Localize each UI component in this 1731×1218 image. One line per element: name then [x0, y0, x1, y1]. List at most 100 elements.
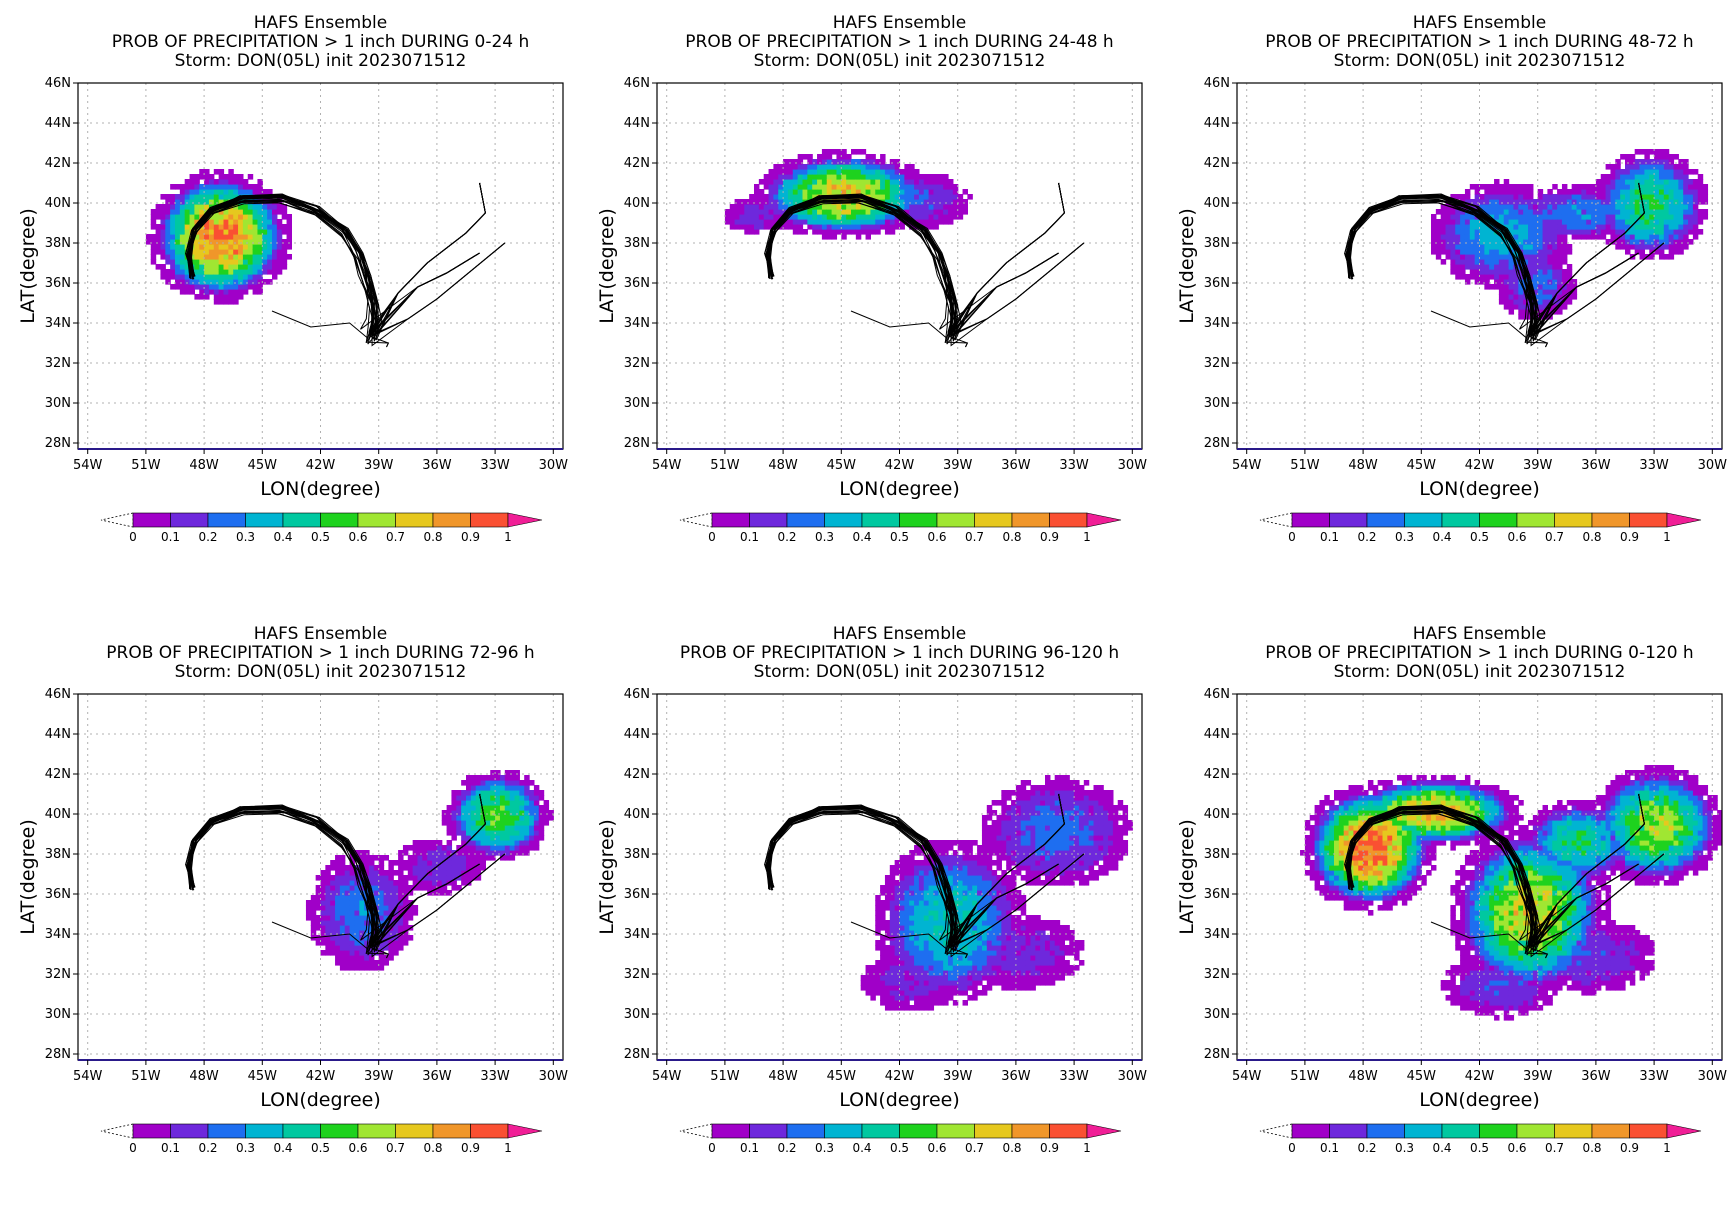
precip-cell	[194, 264, 200, 270]
precip-cell	[1020, 860, 1027, 866]
precip-cell	[1078, 940, 1085, 946]
precip-cell	[402, 900, 409, 906]
precip-cell	[884, 189, 891, 195]
precip-cell	[179, 274, 186, 280]
precip-cell	[938, 990, 944, 996]
precip-cell	[1030, 880, 1036, 886]
precip-cell	[783, 199, 789, 205]
precip-cell	[977, 885, 983, 891]
precip-cell	[1059, 955, 1065, 961]
precip-cell	[821, 179, 828, 185]
precip-cell	[1498, 239, 1505, 245]
precip-cell	[228, 214, 234, 220]
precip-cell	[914, 965, 920, 971]
precip-cell	[1634, 159, 1641, 165]
precip-cell	[490, 805, 496, 811]
precip-cell	[1045, 780, 1051, 786]
precip-cell	[252, 214, 259, 220]
precip-cell	[972, 960, 978, 966]
precip-cell	[1518, 239, 1524, 245]
precip-cell	[1064, 850, 1070, 856]
precip-cell	[1566, 249, 1573, 255]
precip-cell	[369, 875, 375, 881]
colorbar-swatch	[132, 1123, 171, 1139]
precip-cell	[952, 189, 959, 195]
precip-cell	[977, 950, 983, 956]
precip-cell	[996, 860, 1002, 866]
precip-cell	[967, 890, 973, 896]
precip-cell	[475, 850, 482, 856]
precip-cell	[918, 189, 925, 195]
precip-cell	[909, 164, 915, 170]
precip-cell	[1528, 259, 1534, 265]
colorbar-swatch	[1011, 512, 1050, 528]
colorbar-label: 1	[504, 1141, 512, 1155]
precip-cell	[1088, 825, 1095, 831]
precip-cell	[1557, 259, 1563, 265]
precip-cell	[860, 229, 867, 235]
precip-cell	[194, 189, 200, 195]
precip-cell	[1069, 860, 1075, 866]
precip-cell	[1620, 234, 1626, 240]
precip-cell	[1644, 214, 1650, 220]
precip-cell	[330, 915, 336, 921]
precip-cell	[267, 259, 273, 265]
precip-cell	[451, 810, 457, 816]
precip-cell	[768, 179, 774, 185]
precip-cell	[841, 214, 847, 220]
precip-cell	[1064, 860, 1070, 866]
precip-cell	[1600, 229, 1607, 235]
precip-cell	[846, 189, 852, 195]
precip-cell	[1620, 154, 1626, 160]
precip-cell	[923, 224, 930, 230]
precip-cell	[884, 945, 891, 951]
colorbar-label: 0.1	[161, 530, 180, 544]
precip-cell	[1615, 214, 1621, 220]
precip-cell	[1030, 965, 1036, 971]
precip-cell	[1503, 274, 1510, 280]
precip-cell	[1074, 810, 1080, 816]
precip-cell	[1006, 845, 1012, 851]
precip-cell	[957, 980, 964, 986]
precip-cell	[758, 209, 765, 215]
precip-cell	[335, 880, 341, 886]
precip-cell	[923, 925, 930, 931]
precip-cell	[977, 975, 983, 981]
precip-cell	[1015, 825, 1022, 831]
precip-cell	[1508, 189, 1515, 195]
precip-cell	[758, 204, 765, 210]
precip-cell	[262, 279, 268, 285]
precip-cell	[388, 860, 394, 866]
precip-cell	[378, 950, 385, 956]
precip-cell	[1045, 865, 1051, 871]
precip-cell	[378, 965, 385, 971]
precip-cell	[1035, 800, 1041, 806]
precip-cell	[1629, 154, 1636, 160]
precip-cell	[1532, 234, 1539, 240]
precip-cell	[208, 194, 215, 200]
precip-cell	[1093, 835, 1099, 841]
x-tick-label: 51W	[131, 1069, 161, 1084]
precip-cell	[1450, 214, 1456, 220]
precip-cell	[754, 224, 760, 230]
y-tick-label: 46N	[1204, 76, 1230, 91]
precip-cell	[1668, 184, 1675, 190]
precip-cell	[1045, 830, 1051, 836]
precip-cell	[1503, 219, 1510, 225]
precip-cell	[1615, 194, 1621, 200]
precip-cell	[870, 184, 876, 190]
precip-cell	[1620, 214, 1626, 220]
precip-cell	[933, 995, 939, 1001]
precip-cell	[1571, 279, 1578, 285]
precip-cell	[948, 960, 954, 966]
precip-cell	[763, 174, 770, 180]
precip-cell	[199, 199, 205, 205]
precip-cell	[1634, 249, 1641, 255]
y-axis-label: LAT(degree)	[596, 208, 618, 324]
precip-cell	[199, 189, 205, 195]
precip-cell	[310, 920, 317, 926]
precip-cell	[485, 785, 491, 791]
precip-cell	[904, 855, 910, 861]
precip-cell	[967, 840, 973, 846]
precip-cell	[1697, 199, 1704, 205]
